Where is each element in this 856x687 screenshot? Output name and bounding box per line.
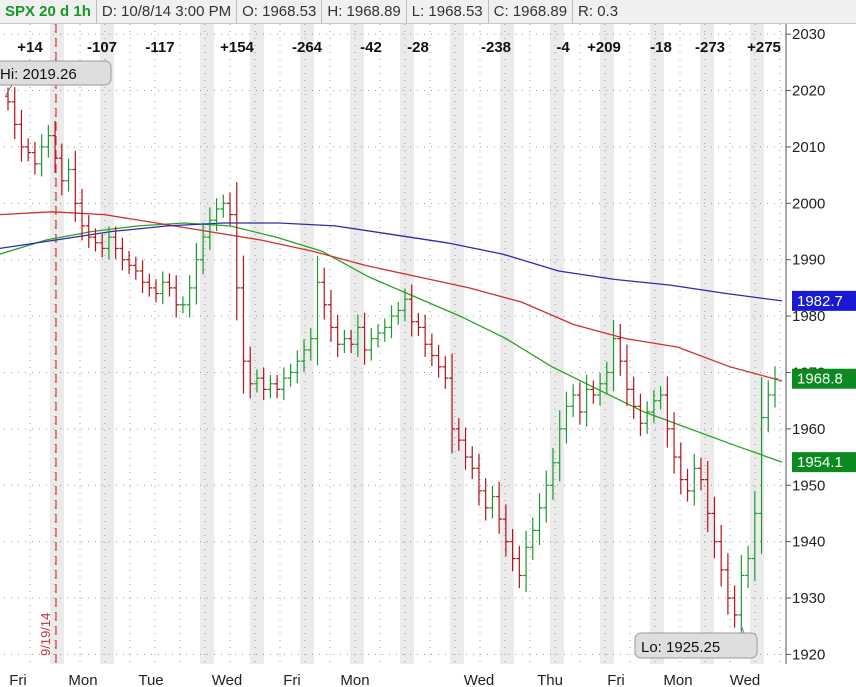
price-tag-label: 1982.7	[797, 293, 843, 310]
daily-change-label: -42	[360, 39, 382, 56]
close-field: C: 1968.89	[489, 0, 574, 23]
daily-change-label: +154	[220, 39, 254, 56]
day-band	[250, 24, 264, 664]
day-band	[400, 24, 414, 664]
day-band	[50, 24, 64, 664]
day-label: Mon	[68, 672, 97, 687]
quote-header: SPX 20 d 1h D: 10/8/14 3:00 PM O: 1968.5…	[0, 0, 856, 24]
price-tick-label: 1940	[792, 534, 825, 551]
range-field: R: 0.3	[578, 3, 619, 20]
price-tick-label: 1990	[792, 252, 825, 269]
ma-blue-line	[0, 222, 783, 302]
day-band	[700, 24, 714, 664]
day-band	[750, 24, 764, 664]
day-label: Wed	[730, 672, 761, 687]
daily-change-label: -238	[481, 39, 511, 56]
day-label: Wed	[464, 672, 495, 687]
day-label: Thu	[537, 672, 563, 687]
price-tick-label: 2000	[792, 195, 825, 212]
high-field: H: 1968.89	[322, 0, 407, 23]
price-tag-label: 1968.8	[797, 371, 843, 388]
hi-callout-box	[0, 60, 112, 86]
day-band	[200, 24, 214, 664]
day-label: Fri	[9, 672, 27, 687]
day-band	[100, 24, 114, 664]
daily-change-label: -28	[407, 39, 429, 56]
day-band	[450, 24, 464, 664]
price-tag-label: 1954.1	[797, 454, 843, 471]
day-label: Wed	[212, 672, 243, 687]
day-label: Mon	[663, 672, 692, 687]
price-tick-label: 2030	[792, 26, 825, 43]
daily-change-label: -18	[650, 39, 672, 56]
ma-red-line	[0, 211, 783, 382]
day-band	[600, 24, 614, 664]
price-tick-label: 1960	[792, 421, 825, 438]
date-field: D: 10/8/14 3:00 PM	[97, 0, 238, 23]
day-label: Fri	[607, 672, 625, 687]
price-tick-label: 1980	[792, 308, 825, 325]
day-band	[300, 24, 314, 664]
open-field: O: 1968.53	[237, 0, 323, 23]
ma-green-line	[0, 222, 783, 463]
daily-change-label: +14	[17, 39, 43, 56]
day-label: Mon	[340, 672, 369, 687]
daily-change-label: -107	[87, 39, 117, 56]
lo-callout-pointer	[740, 624, 745, 634]
daily-change-label: -264	[292, 39, 323, 56]
low-field: L: 1968.53	[407, 0, 489, 23]
price-tick-label: 1950	[792, 477, 825, 494]
date-marker-label: 9/19/14	[38, 613, 53, 656]
price-tag	[792, 290, 856, 311]
price-tick-label: 2020	[792, 83, 825, 100]
hi-callout-pointer	[5, 84, 13, 95]
price-tick-label: 1930	[792, 590, 825, 607]
day-band	[500, 24, 514, 664]
daily-change-label: -273	[695, 39, 725, 56]
daily-change-label: -4	[556, 39, 570, 56]
lo-callout-label: Lo: 1925.25	[641, 639, 720, 656]
day-label: Fri	[283, 672, 301, 687]
price-tag	[792, 452, 856, 473]
daily-change-label: +209	[587, 39, 621, 56]
day-label: Tue	[138, 672, 163, 687]
day-band	[550, 24, 564, 664]
symbol-label[interactable]: SPX 20 d 1h	[0, 0, 97, 23]
price-tick-label: 1920	[792, 646, 825, 663]
hi-callout-label: Hi: 2019.26	[0, 66, 77, 83]
price-tag	[792, 368, 856, 389]
price-tick-label: 2010	[792, 139, 825, 156]
daily-change-label: +275	[747, 39, 781, 56]
lo-callout-box	[634, 632, 758, 659]
daily-change-label: -117	[145, 39, 174, 56]
